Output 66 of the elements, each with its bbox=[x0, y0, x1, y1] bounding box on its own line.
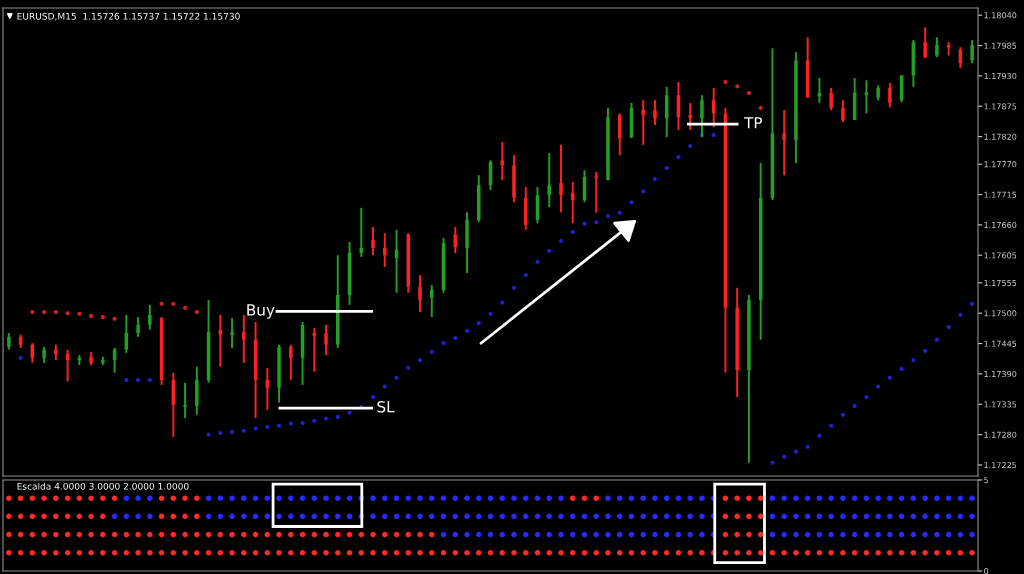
annotation: TP bbox=[743, 117, 763, 129]
candlestick bbox=[935, 36, 939, 59]
y-tick-label: 5 bbox=[984, 477, 988, 484]
candlestick bbox=[500, 141, 505, 182]
y-tick-label: 1.17985 bbox=[984, 42, 1017, 49]
candlestick bbox=[324, 323, 328, 357]
candlestick bbox=[148, 303, 152, 331]
point bbox=[100, 314, 105, 320]
y-tick-label: 1.17715 bbox=[984, 191, 1017, 198]
candlestick bbox=[136, 316, 140, 338]
candlestick bbox=[371, 226, 375, 257]
y-tick-label: 1.18040 bbox=[984, 12, 1017, 19]
y-tick-label: 1.17930 bbox=[984, 72, 1017, 80]
point bbox=[194, 310, 199, 315]
point bbox=[77, 311, 82, 316]
point bbox=[758, 105, 763, 110]
y-tick-label: 1.17770 bbox=[984, 161, 1017, 168]
point bbox=[53, 310, 58, 315]
candlestick bbox=[653, 99, 657, 126]
annotation: Buy bbox=[247, 304, 275, 319]
candlestick bbox=[864, 79, 869, 115]
annotation: SL bbox=[377, 401, 395, 413]
y-tick-label: 1.17390 bbox=[984, 370, 1017, 378]
candlestick bbox=[559, 143, 563, 214]
point bbox=[42, 310, 47, 315]
point bbox=[65, 311, 70, 316]
y-tick-label: 1.17280 bbox=[984, 431, 1017, 438]
point bbox=[182, 305, 188, 310]
candlestick bbox=[453, 226, 458, 255]
chart-title: EURUSD,M15 1.15726 1.15737 1.15722 1.15730 bbox=[17, 12, 240, 21]
candlestick bbox=[312, 327, 317, 373]
y-tick-label: 1.17225 bbox=[984, 462, 1017, 469]
candlestick bbox=[641, 99, 645, 146]
point bbox=[746, 90, 752, 96]
y-tick-label: 1.17555 bbox=[984, 280, 1017, 287]
y-tick-label: 1.17335 bbox=[984, 401, 1017, 408]
point bbox=[735, 84, 740, 89]
point bbox=[171, 301, 176, 306]
point bbox=[30, 310, 35, 315]
candlestick bbox=[688, 101, 692, 131]
candlestick bbox=[782, 109, 786, 177]
y-tick-label: 1.17660 bbox=[984, 221, 1017, 229]
candlestick bbox=[242, 313, 246, 364]
candlestick bbox=[829, 87, 833, 112]
point bbox=[723, 79, 728, 85]
chart-title: Escalda 4.0000 3.0000 2.0000 1.0000 bbox=[17, 482, 189, 490]
candlestick bbox=[970, 39, 974, 65]
y-tick-label: 1.17875 bbox=[984, 103, 1017, 110]
candlestick bbox=[289, 343, 293, 381]
candlestick bbox=[594, 170, 598, 214]
candlestick bbox=[183, 381, 187, 420]
candlestick bbox=[888, 82, 892, 109]
candlestick bbox=[841, 99, 845, 124]
candlestick bbox=[430, 284, 434, 319]
candlestick bbox=[547, 152, 551, 209]
y-tick-label: 1.17820 bbox=[984, 133, 1017, 140]
y-tick-label: 1.17445 bbox=[984, 340, 1017, 347]
y-tick-label: 0 bbox=[984, 568, 989, 574]
candlestick bbox=[383, 232, 387, 268]
candlestick bbox=[418, 274, 422, 314]
candlestick bbox=[923, 26, 927, 60]
y-tick-label: 1.17500 bbox=[984, 310, 1017, 317]
y-tick-label: 1.17605 bbox=[984, 252, 1017, 259]
candlestick bbox=[230, 317, 234, 349]
point bbox=[89, 313, 94, 319]
point bbox=[159, 301, 164, 306]
